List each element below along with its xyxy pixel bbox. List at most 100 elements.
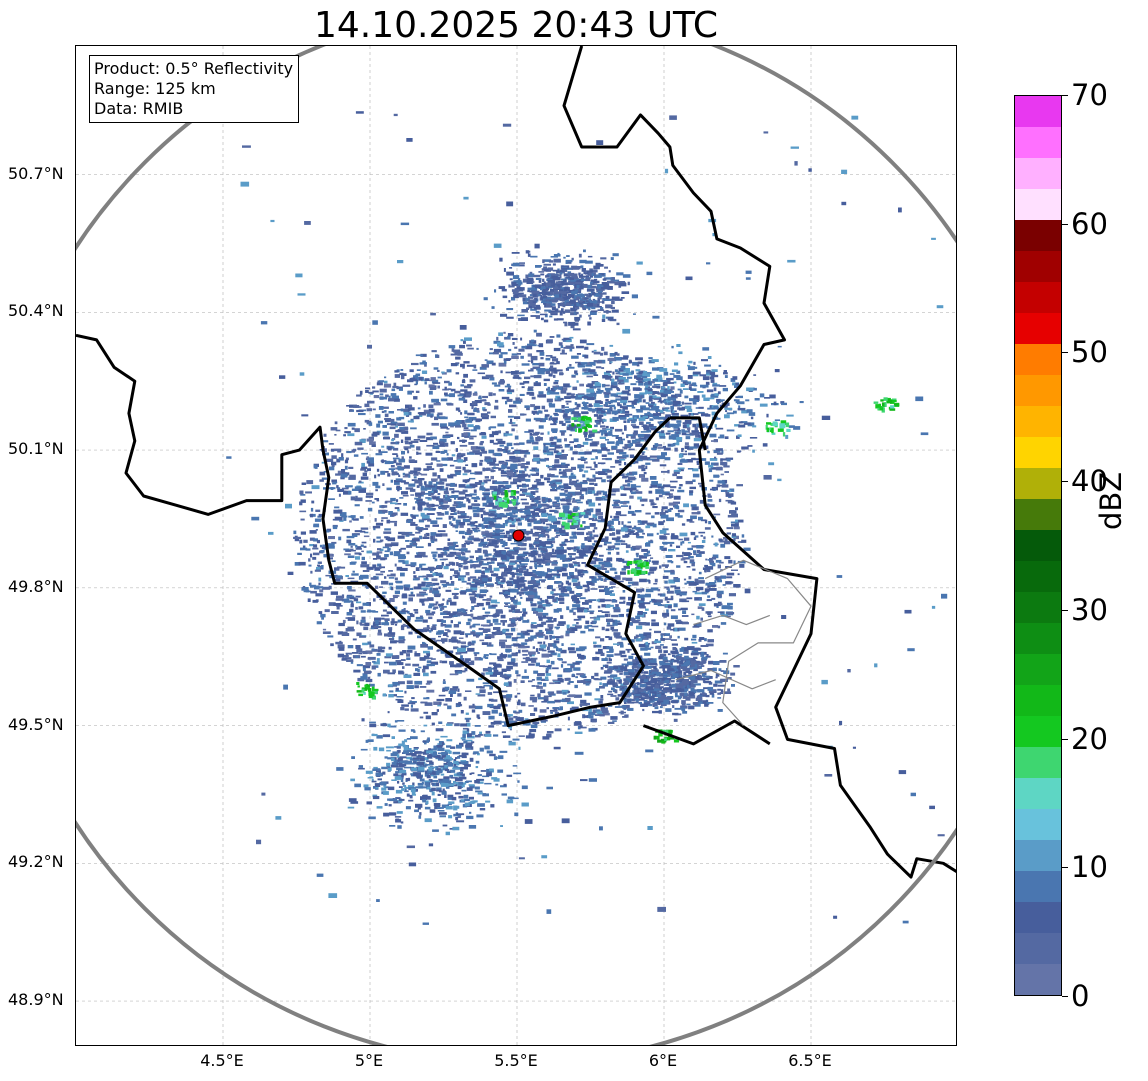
echo-cell	[540, 474, 544, 479]
echo-cell	[500, 644, 506, 649]
echo-cell	[448, 422, 456, 427]
echo-cell	[517, 485, 520, 489]
echo-cell	[573, 532, 580, 534]
echo-cell	[307, 598, 311, 602]
echo-cell	[576, 585, 583, 589]
echo-cell	[657, 486, 665, 489]
echo-cell	[405, 415, 410, 417]
echo-cell	[539, 418, 545, 423]
echo-cell	[482, 407, 486, 411]
echo-cell	[409, 456, 412, 459]
echo-cell	[538, 697, 546, 700]
echo-cell	[489, 570, 494, 573]
echo-cell	[467, 505, 473, 510]
echo-cell	[677, 467, 685, 470]
echo-cell	[481, 364, 489, 368]
echo-cell	[375, 489, 378, 492]
echo-cell	[488, 715, 495, 720]
echo-cell	[531, 396, 536, 400]
echo-cell	[619, 650, 626, 654]
echo-cell	[302, 545, 306, 549]
echo-cell	[606, 548, 614, 551]
echo-cell	[443, 703, 448, 706]
echo-cell	[395, 585, 404, 590]
echo-cell	[560, 410, 566, 413]
echo-cell	[554, 503, 560, 506]
echo-cell	[597, 451, 602, 454]
echo-cell	[379, 396, 388, 400]
echo-cell	[631, 545, 639, 549]
echo-cell	[620, 571, 626, 575]
echo-cell	[318, 513, 324, 517]
echo-cell	[688, 576, 692, 580]
echo-cell	[456, 523, 460, 526]
echo-cell	[514, 595, 517, 598]
echo-cell	[479, 442, 483, 446]
echo-cell	[346, 612, 353, 616]
echo-cell	[662, 528, 669, 531]
echo-cell	[416, 446, 421, 451]
echo-cell	[698, 580, 705, 584]
echo-cell	[546, 391, 550, 395]
echo-cell	[617, 580, 624, 583]
echo-cell	[602, 646, 610, 650]
echo-cell	[630, 489, 633, 493]
echo-cell	[386, 487, 392, 491]
echo-cell	[479, 578, 484, 582]
echo-cell	[628, 655, 634, 660]
echo-cell	[491, 699, 498, 702]
echo-cell	[388, 398, 395, 402]
echo-cell	[611, 614, 619, 618]
echo-cell	[496, 629, 501, 633]
echo-cell	[431, 480, 437, 482]
echo-cell	[432, 590, 440, 594]
echo-cell	[388, 570, 393, 572]
echo-cell	[506, 398, 513, 402]
echo-cell	[684, 450, 687, 453]
echo-cell	[616, 620, 621, 623]
echo-cell	[537, 504, 541, 507]
echo-cell	[514, 601, 522, 605]
echo-cell	[610, 399, 617, 403]
echo-cell	[507, 387, 511, 391]
echo-cell	[424, 481, 427, 485]
echo-cell	[547, 700, 555, 704]
echo-cell	[421, 362, 427, 365]
echo-cell	[724, 556, 731, 560]
echo-cell	[494, 516, 497, 520]
echo-cell	[609, 568, 617, 571]
echo-cell	[605, 628, 610, 632]
echo-cell	[531, 512, 539, 516]
echo-cell	[635, 460, 639, 464]
echo-cell	[617, 353, 620, 356]
echo-cell	[709, 433, 717, 438]
echo-cell	[691, 613, 695, 616]
echo-cell	[495, 438, 503, 441]
echo-cell	[726, 527, 734, 530]
echo-cell	[454, 390, 461, 394]
echo-cell	[555, 581, 562, 584]
echo-cell	[524, 537, 528, 541]
echo-cell	[425, 715, 431, 720]
echo-cell	[493, 705, 501, 710]
echo-cell	[507, 471, 513, 476]
echo-cell	[558, 485, 567, 489]
echo-cell	[349, 597, 356, 600]
echo-cell	[655, 646, 661, 649]
echo-cell	[478, 562, 483, 566]
echo-cell	[556, 438, 562, 443]
echo-cell	[700, 534, 703, 537]
echo-cell	[569, 434, 572, 437]
echo-cell	[664, 633, 670, 636]
echo-cell	[547, 535, 550, 539]
echo-cell	[353, 669, 361, 673]
echo-cell	[546, 480, 550, 483]
echo-cell	[431, 611, 436, 614]
echo-cell	[384, 505, 388, 508]
echo-cell	[487, 520, 495, 525]
echo-cell	[388, 411, 394, 414]
echo-cell	[327, 546, 335, 549]
echo-cell	[614, 571, 618, 575]
echo-cell	[549, 635, 555, 639]
echo-cell	[604, 541, 612, 544]
